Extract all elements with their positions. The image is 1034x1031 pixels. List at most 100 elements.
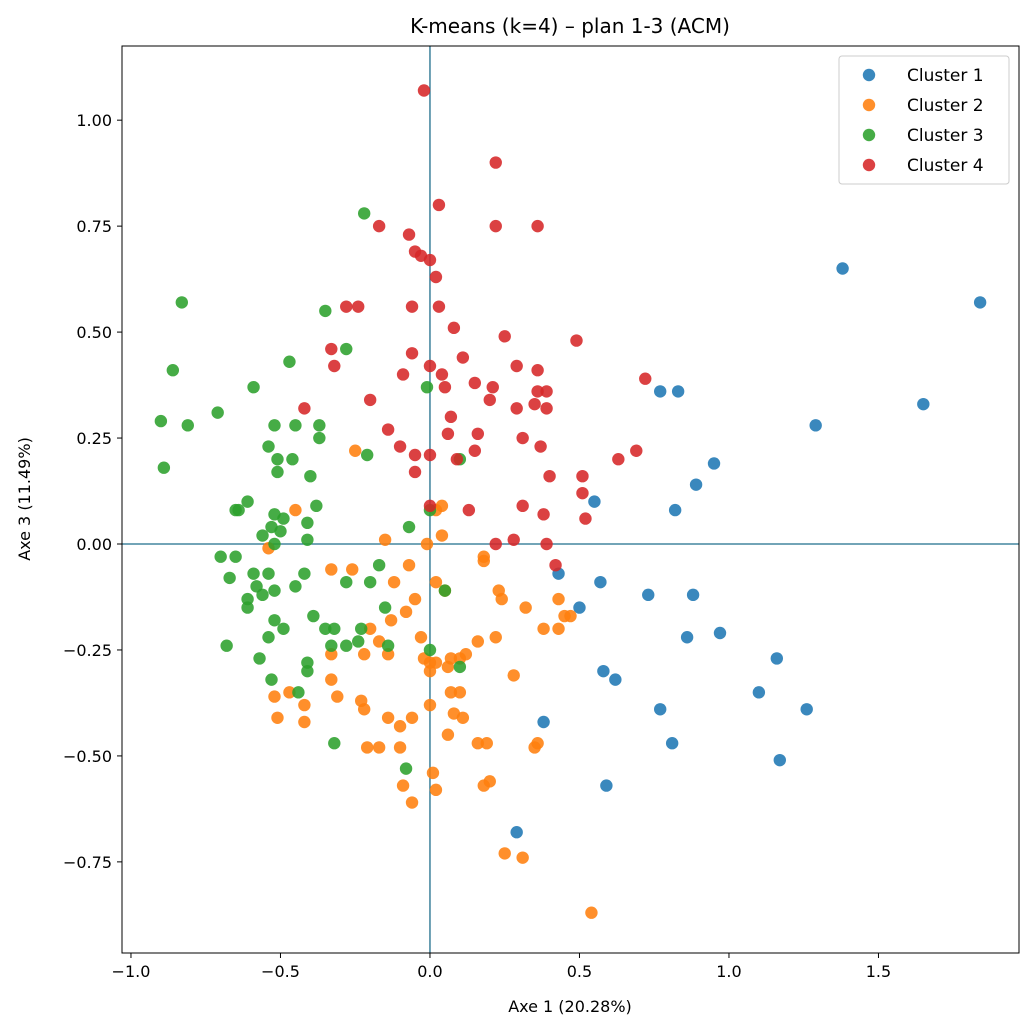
cluster-3-point bbox=[319, 622, 332, 635]
cluster-3-point bbox=[262, 567, 275, 580]
legend-label-cluster-3: Cluster 3 bbox=[907, 126, 984, 146]
cluster-3-point bbox=[166, 364, 180, 377]
cluster-4-point bbox=[363, 393, 377, 407]
cluster-4-point bbox=[450, 453, 464, 466]
cluster-4-point bbox=[423, 253, 437, 267]
cluster-3-point bbox=[352, 635, 365, 648]
cluster-2-point bbox=[477, 554, 490, 568]
cluster-3-point bbox=[301, 664, 314, 678]
cluster-1-point bbox=[800, 703, 813, 716]
y-tick-label: −0.50 bbox=[63, 747, 112, 766]
y-tick-label: 0.75 bbox=[76, 217, 112, 236]
cluster-3-point bbox=[256, 588, 269, 602]
cluster-3-point bbox=[325, 639, 338, 652]
plot-area-frame bbox=[121, 45, 1020, 954]
x-tick-label: 1.0 bbox=[716, 962, 741, 981]
cluster-1-point bbox=[836, 262, 849, 275]
cluster-2-point bbox=[357, 703, 371, 716]
cluster-4-point bbox=[429, 270, 443, 284]
cluster-2-point bbox=[459, 647, 473, 661]
cluster-4-point bbox=[423, 448, 437, 462]
data-points bbox=[154, 84, 987, 919]
x-tick-label: −0.5 bbox=[261, 962, 300, 981]
cluster-1-point bbox=[973, 296, 987, 309]
cluster-3-point bbox=[247, 380, 260, 394]
cluster-3-point bbox=[372, 558, 386, 572]
legend-marker-cluster-4 bbox=[862, 158, 876, 172]
cluster-3-point bbox=[265, 673, 278, 686]
cluster-2-point bbox=[325, 563, 338, 576]
cluster-4-point bbox=[405, 300, 419, 313]
cluster-3-point bbox=[340, 342, 353, 356]
cluster-2-point bbox=[426, 766, 440, 780]
cluster-2-point bbox=[414, 631, 428, 644]
cluster-1-point bbox=[707, 457, 721, 470]
cluster-3-point bbox=[301, 533, 314, 546]
cluster-4-point bbox=[462, 503, 476, 517]
cluster-4-point bbox=[372, 219, 386, 233]
cluster-4-point bbox=[612, 453, 625, 466]
cluster-4-point bbox=[402, 228, 416, 241]
cluster-4-point bbox=[531, 385, 544, 398]
cluster-3-point bbox=[304, 469, 317, 483]
cluster-3-point bbox=[313, 431, 326, 445]
cluster-3-point bbox=[211, 406, 224, 419]
cluster-3-point bbox=[340, 575, 353, 589]
cluster-4-point bbox=[408, 448, 422, 462]
cluster-2-point bbox=[471, 635, 485, 648]
cluster-2-point bbox=[564, 609, 577, 623]
cluster-1-point bbox=[594, 575, 607, 589]
cluster-2-point bbox=[537, 622, 550, 635]
cluster-3-point bbox=[268, 419, 281, 432]
cluster-2-point bbox=[429, 783, 443, 797]
cluster-3-point bbox=[241, 592, 254, 606]
cluster-1-point bbox=[600, 779, 613, 792]
cluster-2-point bbox=[396, 779, 410, 792]
cluster-3-point bbox=[363, 575, 377, 589]
x-tick-label: 1.5 bbox=[866, 962, 891, 981]
legend-label-cluster-2: Cluster 2 bbox=[907, 96, 984, 116]
cluster-2-point bbox=[405, 711, 419, 724]
cluster-2-point bbox=[480, 737, 493, 750]
cluster-4-point bbox=[531, 364, 544, 377]
cluster-4-point bbox=[540, 537, 553, 551]
cluster-2-point bbox=[519, 601, 532, 614]
cluster-4-point bbox=[510, 402, 523, 415]
cluster-4-point bbox=[510, 359, 523, 373]
cluster-3-point bbox=[453, 660, 467, 674]
cluster-2-point bbox=[325, 647, 338, 661]
cluster-2-point bbox=[393, 741, 407, 754]
cluster-3-point bbox=[319, 304, 332, 318]
cluster-3-point bbox=[247, 567, 260, 580]
cluster-4-point bbox=[576, 469, 589, 483]
cluster-2-point bbox=[289, 503, 302, 517]
cluster-3-point bbox=[283, 355, 296, 368]
cluster-2-point bbox=[346, 563, 359, 576]
cluster-2-point bbox=[441, 728, 455, 741]
cluster-3-point bbox=[307, 609, 320, 623]
cluster-4-point bbox=[408, 465, 422, 479]
cluster-3-point bbox=[357, 207, 371, 220]
cluster-4-point bbox=[540, 385, 553, 398]
cluster-1-point bbox=[588, 495, 601, 508]
cluster-2-point bbox=[444, 686, 458, 699]
cluster-1-point bbox=[917, 397, 930, 411]
y-axis-ticks: −0.75 −0.50 −0.25 0.00 0.25 0.50 0.75 1.00 bbox=[63, 111, 122, 872]
cluster-2-point bbox=[360, 741, 374, 754]
cluster-3-point bbox=[402, 520, 416, 534]
cluster-4-point bbox=[507, 533, 520, 546]
cluster-1-point bbox=[654, 703, 667, 716]
cluster-3-point bbox=[328, 737, 341, 750]
cluster-4-point bbox=[328, 359, 341, 373]
cluster-3-point bbox=[286, 453, 299, 466]
cluster-4-point bbox=[516, 431, 529, 445]
cluster-3-point bbox=[298, 567, 311, 580]
cluster-4-point bbox=[381, 423, 395, 436]
cluster-3-point bbox=[262, 440, 275, 453]
cluster-1-point bbox=[654, 385, 667, 398]
legend-marker-cluster-3 bbox=[862, 128, 876, 142]
cluster-4-point bbox=[543, 469, 556, 483]
cluster-2-point bbox=[387, 575, 401, 589]
cluster-3-point bbox=[277, 512, 290, 525]
cluster-1-point bbox=[713, 626, 727, 640]
